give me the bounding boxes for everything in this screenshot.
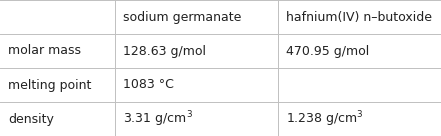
Text: 1083 °C: 1083 °C — [123, 78, 173, 92]
Text: melting point: melting point — [8, 78, 91, 92]
Text: molar mass: molar mass — [8, 44, 81, 58]
Text: 1.238 g/cm$^3$: 1.238 g/cm$^3$ — [286, 109, 363, 129]
Text: sodium germanate: sodium germanate — [123, 10, 241, 24]
Text: 470.95 g/mol: 470.95 g/mol — [286, 44, 369, 58]
Text: density: density — [8, 112, 54, 126]
Text: 3.31 g/cm$^3$: 3.31 g/cm$^3$ — [123, 109, 193, 129]
Text: hafnium(IV) n–butoxide: hafnium(IV) n–butoxide — [286, 10, 432, 24]
Text: 128.63 g/mol: 128.63 g/mol — [123, 44, 206, 58]
